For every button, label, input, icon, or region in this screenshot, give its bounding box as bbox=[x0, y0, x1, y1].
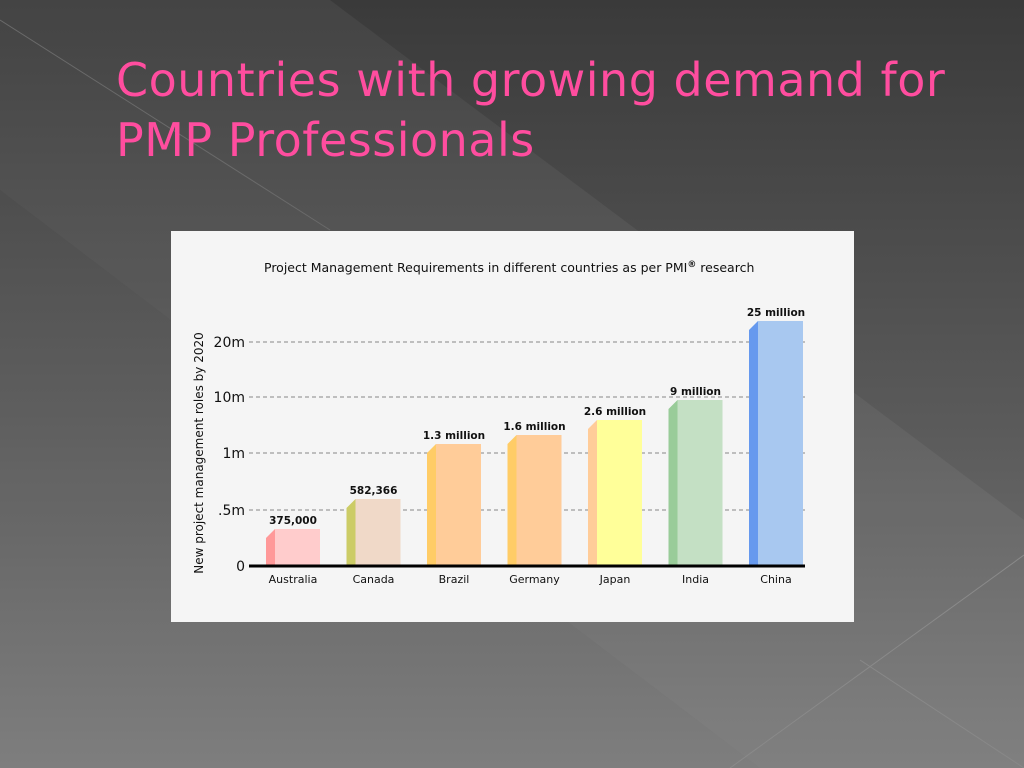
x-tick-label-japan: Japan bbox=[599, 573, 631, 586]
bar-side-china bbox=[749, 321, 758, 566]
data-label-japan: 2.6 million bbox=[584, 406, 646, 418]
bar-germany bbox=[516, 435, 562, 566]
data-label-china: 25 million bbox=[747, 307, 805, 319]
y-tick-label: 0 bbox=[236, 559, 245, 575]
chart-title-main: Project Management Requirements in diffe… bbox=[264, 260, 687, 275]
bar-australia bbox=[275, 529, 320, 566]
x-tick-label-india: India bbox=[682, 573, 709, 586]
data-label-brazil: 1.3 million bbox=[423, 430, 485, 442]
chart-title-superscript: ® bbox=[687, 260, 696, 270]
bar-side-india bbox=[668, 400, 678, 566]
bar-side-canada bbox=[346, 499, 356, 566]
data-label-germany: 1.6 million bbox=[503, 421, 565, 433]
data-label-india: 9 million bbox=[670, 386, 721, 398]
bar-side-japan bbox=[588, 420, 597, 566]
bar-chart: Project Management Requirements in diffe… bbox=[192, 260, 805, 586]
bar-brazil bbox=[436, 444, 481, 566]
x-tick-label-australia: Australia bbox=[269, 573, 318, 586]
bar-side-germany bbox=[507, 435, 517, 566]
bar-japan bbox=[597, 420, 642, 566]
y-axis-ticks: 0 .5m 1m 10m 20m bbox=[214, 335, 245, 575]
x-tick-label-canada: Canada bbox=[353, 573, 395, 586]
chart-title-suffix: research bbox=[696, 260, 754, 275]
data-labels: 375,000 582,366 1.3 million 1.6 million 2.6 … bbox=[269, 307, 805, 527]
bar-india bbox=[677, 400, 723, 566]
chart-title: Project Management Requirements in diffe… bbox=[264, 260, 754, 275]
x-tick-label-china: China bbox=[760, 573, 791, 586]
y-tick-label: 1m bbox=[222, 446, 245, 462]
bar-china bbox=[758, 321, 803, 566]
y-tick-label: 10m bbox=[214, 390, 245, 406]
chart-panel: Project Management Requirements in diffe… bbox=[171, 231, 854, 622]
data-label-canada: 582,366 bbox=[350, 485, 398, 497]
bar-canada bbox=[355, 499, 401, 566]
bar-side-australia bbox=[266, 529, 275, 566]
y-tick-label: .5m bbox=[218, 503, 245, 519]
data-label-australia: 375,000 bbox=[269, 515, 317, 527]
y-axis-label: New project management roles by 2020 bbox=[192, 332, 206, 574]
x-tick-label-germany: Germany bbox=[509, 573, 560, 586]
x-axis-ticks: Australia Canada Brazil Germany Japan India Ch… bbox=[269, 573, 792, 586]
x-tick-label-brazil: Brazil bbox=[439, 573, 470, 586]
y-tick-label: 20m bbox=[214, 335, 245, 351]
bars bbox=[266, 321, 803, 566]
slide-title: Countries with growing demand for PMP Pr… bbox=[116, 53, 946, 167]
bar-side-brazil bbox=[427, 444, 436, 566]
